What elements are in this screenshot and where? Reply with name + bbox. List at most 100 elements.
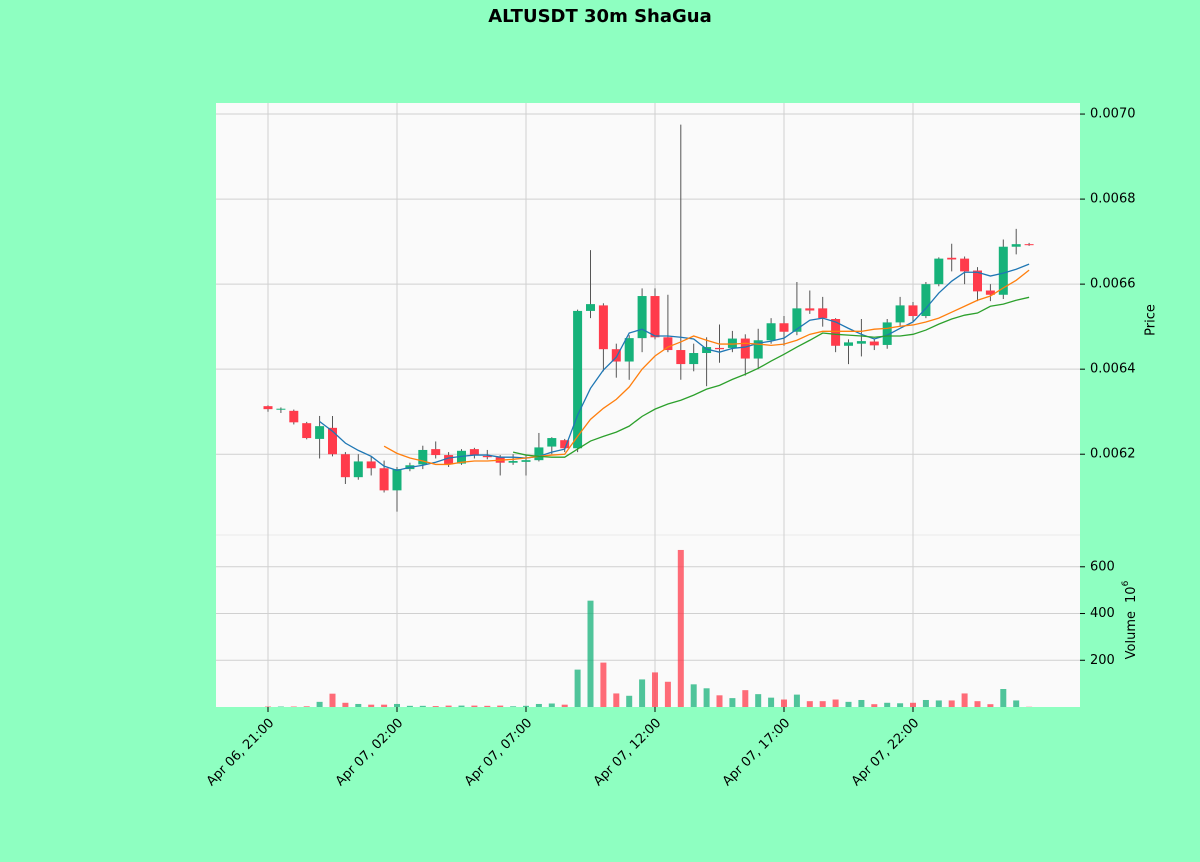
candle-body (844, 342, 853, 346)
x-tick-label: Apr 07, 17:00 (720, 716, 793, 789)
y-tick-label: 0.0068 (1090, 192, 1136, 207)
y-axis-label: Price (1144, 304, 1159, 336)
candle-body (702, 347, 712, 354)
volume-bar (832, 699, 839, 707)
candle-body (908, 305, 918, 317)
x-tick-label: Apr 07, 22:00 (849, 716, 922, 789)
volume-bar (652, 672, 658, 707)
candle-body (457, 450, 466, 464)
candle-body (998, 246, 1008, 295)
y-tick-label: 0.0070 (1090, 107, 1136, 122)
volume-bar (742, 690, 749, 707)
volume-bar (316, 701, 323, 707)
candle-body (637, 296, 647, 339)
volume-bar (626, 695, 633, 707)
candle-body (727, 338, 737, 348)
candle-body (392, 469, 402, 491)
volume-bar (845, 701, 852, 707)
volume-bar (639, 679, 646, 707)
candle-body (818, 308, 828, 319)
volume-bar (806, 701, 813, 707)
volume-bar (1000, 689, 1007, 707)
candle-body (766, 323, 776, 341)
volume-label-text: Volume (1124, 611, 1139, 659)
volume-bar (871, 704, 878, 707)
candle-body (947, 257, 957, 260)
candle-body (689, 353, 699, 365)
x-tick-label: Apr 07, 12:00 (591, 716, 664, 789)
volume-bar (858, 699, 865, 707)
volume-bar (935, 700, 942, 707)
candle-body (960, 258, 970, 272)
candle-body (534, 447, 544, 461)
candle-body (379, 468, 389, 491)
candle-body (1024, 244, 1034, 246)
candle-body (353, 461, 363, 478)
candle-body (586, 304, 595, 311)
volume-bar (781, 699, 787, 707)
candle-body (973, 270, 982, 292)
volume-bar (703, 688, 710, 707)
candle-body (263, 406, 273, 410)
volume-bar (368, 704, 375, 707)
y-tick-label: 600 (1090, 559, 1115, 574)
candle-body (985, 290, 995, 295)
volume-bar (523, 705, 529, 707)
volume-bar (690, 684, 697, 707)
chart-title: ALTUSDT 30m ShaGua (488, 6, 712, 27)
volume-scale-exponent: 6 (1121, 580, 1131, 586)
volume-bar (484, 705, 491, 707)
candle-body (611, 349, 621, 362)
volume-bar (613, 693, 620, 707)
volume-bar (342, 702, 349, 707)
volume-bar (819, 701, 826, 707)
volume-bar (510, 706, 517, 707)
volume-bar (445, 705, 452, 707)
candle-body (302, 423, 312, 439)
y-tick-label: 0.0062 (1090, 447, 1136, 462)
candle-body (482, 455, 492, 458)
volume-bar (458, 705, 465, 707)
candle-body (856, 341, 866, 344)
candle-body (521, 460, 531, 462)
volume-bar (974, 701, 981, 707)
volume-bar (910, 702, 916, 707)
volume-bar (419, 705, 426, 707)
candle-body (869, 341, 879, 346)
candle-body (276, 408, 286, 410)
moving-average-line (383, 269, 1030, 466)
volume-bar (535, 703, 542, 707)
volume-bar (768, 697, 775, 707)
volume-bar (755, 694, 762, 707)
volume-bar (1013, 700, 1020, 707)
candle-body (895, 305, 905, 323)
volume-bar (497, 705, 504, 707)
volume-bar (574, 669, 581, 707)
candle-body (1011, 244, 1021, 247)
candle-body (315, 426, 325, 439)
candle-body (921, 284, 931, 317)
volume-bar (329, 693, 336, 707)
candle-body (366, 461, 376, 469)
volume-bar (432, 706, 439, 707)
volume-bar (677, 549, 684, 707)
volume-scale-base: 10 (1124, 586, 1139, 603)
candle-body (663, 337, 673, 351)
candle-body (740, 338, 750, 359)
volume-bar (381, 704, 388, 707)
candle-body (715, 347, 724, 350)
candle-body (934, 258, 944, 285)
candle-body (431, 449, 441, 456)
candle-body (779, 323, 789, 332)
moving-average-line (512, 296, 1030, 458)
volume-bar (561, 704, 568, 707)
candle-body (444, 455, 454, 465)
y-tick-label: 0.0066 (1090, 277, 1136, 292)
volume-bar (884, 702, 891, 707)
volume-bar (729, 698, 736, 707)
volume-bar (948, 700, 955, 707)
x-tick-label: Apr 07, 07:00 (462, 716, 535, 789)
volume-bar (394, 703, 400, 707)
candle-body (547, 438, 557, 447)
